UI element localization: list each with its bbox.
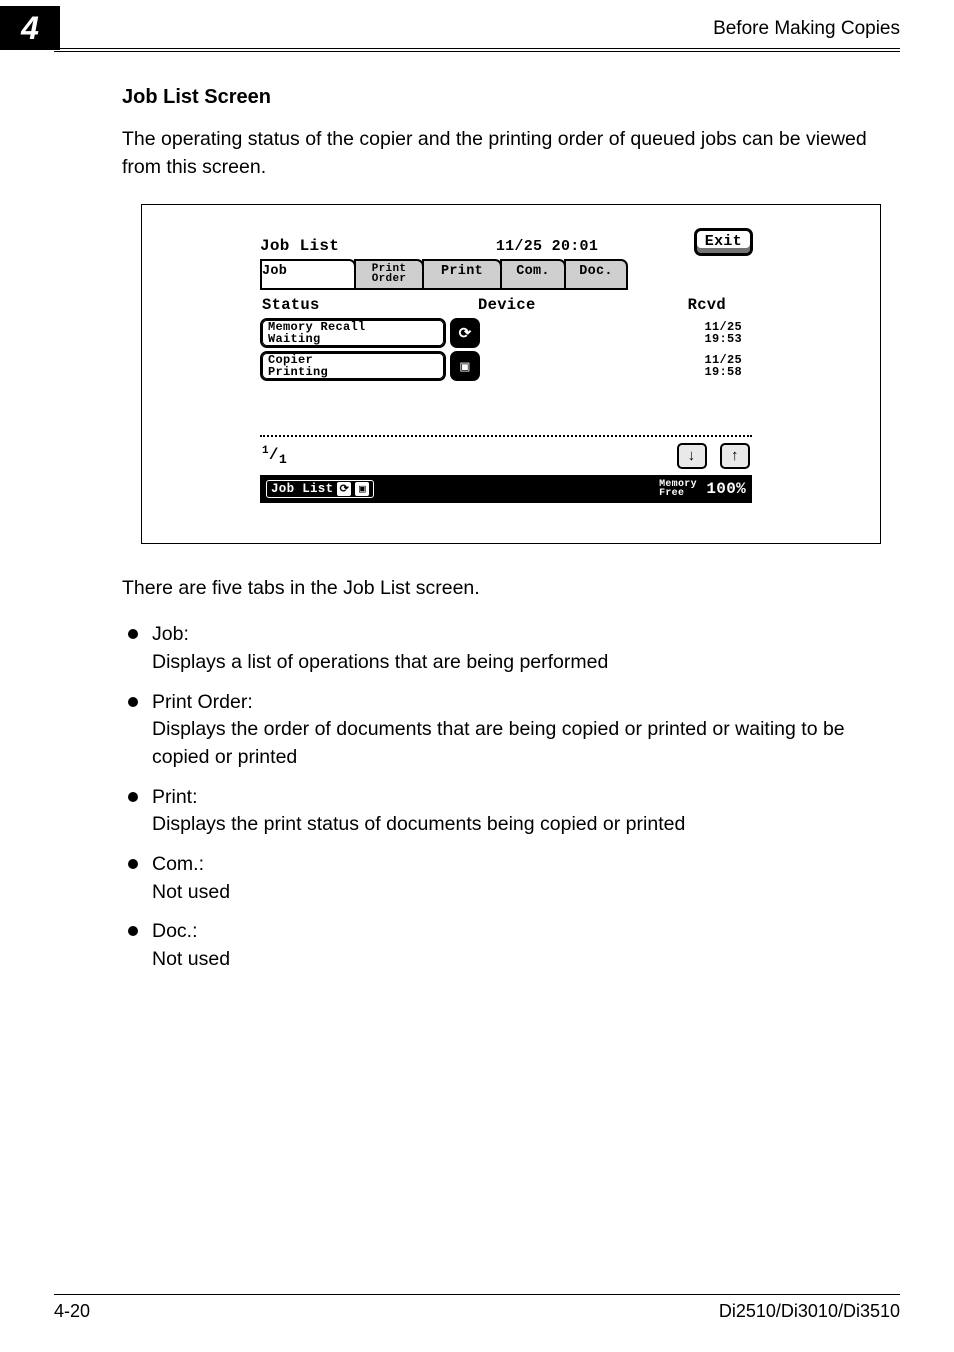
memory-label: Memory Free: [659, 480, 697, 499]
job-status-button[interactable]: Memory Recall Waiting: [260, 318, 446, 348]
job-list-button[interactable]: Job List ⟳ ▣: [266, 480, 374, 498]
job-row: Copier Printing ▣ 11/25 19:58: [260, 351, 752, 381]
bullet-desc: Not used: [152, 948, 230, 970]
bullet-desc: Displays a list of operations that are b…: [152, 651, 608, 673]
job-rcvd-time: 11/25 19:53: [704, 321, 752, 345]
page-total: 1: [279, 453, 287, 468]
tab-doc[interactable]: Doc.: [564, 259, 628, 291]
lcd-datetime: 11/25 20:01: [496, 238, 598, 255]
memory-l2: Free: [659, 488, 684, 499]
lcd-title: Job List: [260, 237, 339, 255]
bullet-desc: Displays the order of documents that are…: [152, 718, 845, 768]
job-row: Memory Recall Waiting ⟳ 11/25 19:53: [260, 318, 752, 348]
tab-com[interactable]: Com.: [500, 259, 566, 291]
intro-paragraph: The operating status of the copier and t…: [122, 125, 900, 182]
section-title: Job List Screen: [122, 86, 900, 109]
memory-free-indicator: Memory Free 100%: [659, 480, 746, 499]
model-numbers: Di2510/Di3010/Di3510: [719, 1301, 900, 1322]
job-status-line2: Printing: [268, 366, 328, 378]
lcd-titlebar: Job List 11/25 20:01 Exit: [260, 229, 752, 255]
list-item: Com.: Not used: [122, 851, 900, 906]
page-up-button[interactable]: ↑: [720, 443, 750, 469]
list-item: Doc.: Not used: [122, 918, 900, 973]
arrow-up-icon: ↑: [730, 448, 739, 465]
job-status-line2: Waiting: [268, 333, 366, 345]
tab-job-label: Job: [262, 264, 287, 279]
page-indicator: 1/1: [262, 445, 287, 468]
lcd-rows: Memory Recall Waiting ⟳ 11/25 19:53 Copi…: [260, 318, 752, 381]
lcd-tabs: Job Print Order Print Com. Doc.: [260, 259, 752, 291]
bullet-desc: Not used: [152, 881, 230, 903]
tab-order-line2: Order: [356, 274, 422, 284]
lcd-footer-bar: Job List ⟳ ▣ Memory Free 100%: [260, 475, 752, 503]
memory-percent: 100%: [706, 480, 746, 498]
page-current: 1: [262, 445, 269, 457]
job-status-button[interactable]: Copier Printing: [260, 351, 446, 381]
arrow-down-icon: ↓: [687, 448, 696, 465]
page-footer: 4-20 Di2510/Di3010/Di3510: [54, 1294, 900, 1322]
lcd-separator: [260, 435, 752, 437]
tab-print-order[interactable]: Print Order: [354, 259, 424, 291]
bullet-title: Print Order:: [152, 691, 253, 713]
page-down-button[interactable]: ↓: [677, 443, 707, 469]
tab-print[interactable]: Print: [422, 259, 502, 291]
bullet-title: Com.:: [152, 853, 204, 875]
list-item: Print Order: Displays the order of docum…: [122, 689, 900, 772]
pager-arrows: ↓ ↑: [673, 443, 750, 469]
tabs-intro: There are five tabs in the Job List scre…: [122, 574, 900, 602]
list-item: Job: Displays a list of operations that …: [122, 621, 900, 676]
job-status-text: Copier Printing: [268, 354, 328, 378]
lcd-panel: Job List 11/25 20:01 Exit Job Print Orde…: [260, 229, 752, 504]
lcd-screenshot-frame: Job List 11/25 20:01 Exit Job Print Orde…: [141, 204, 881, 544]
footer-recall-icon: ⟳: [337, 482, 351, 496]
rcvd-time: 19:58: [704, 366, 742, 378]
tab-description-list: Job: Displays a list of operations that …: [122, 621, 900, 974]
header-section-title: Before Making Copies: [713, 18, 900, 40]
recall-icon[interactable]: ⟳: [450, 318, 480, 348]
exit-button[interactable]: Exit: [695, 229, 752, 255]
rcvd-time: 19:53: [704, 333, 742, 345]
bullet-title: Job:: [152, 623, 189, 645]
lcd-table-header: Status Device Rcvd: [260, 294, 752, 318]
tab-com-label: Com.: [516, 264, 550, 279]
tab-job[interactable]: Job: [260, 259, 356, 291]
bullet-desc: Displays the print status of documents b…: [152, 813, 685, 835]
job-list-label: Job List: [271, 482, 333, 496]
footer-printer-icon: ▣: [355, 482, 369, 496]
chapter-tab: 4: [0, 6, 60, 50]
header-rule: [54, 48, 900, 52]
col-status: Status: [262, 296, 478, 314]
list-item: Print: Displays the print status of docu…: [122, 784, 900, 839]
col-rcvd: Rcvd: [626, 296, 736, 314]
job-rcvd-time: 11/25 19:58: [704, 354, 752, 378]
bullet-title: Doc.:: [152, 920, 198, 942]
col-device: Device: [478, 296, 626, 314]
printer-icon[interactable]: ▣: [450, 351, 480, 381]
tab-print-label: Print: [441, 264, 483, 279]
page-content: Job List Screen The operating status of …: [122, 86, 900, 986]
bullet-title: Print:: [152, 786, 198, 808]
page-number: 4-20: [54, 1301, 90, 1322]
tab-doc-label: Doc.: [579, 264, 613, 279]
chapter-number: 4: [21, 10, 39, 47]
lcd-pager: 1/1 ↓ ↑: [260, 443, 752, 475]
job-status-text: Memory Recall Waiting: [268, 321, 366, 345]
